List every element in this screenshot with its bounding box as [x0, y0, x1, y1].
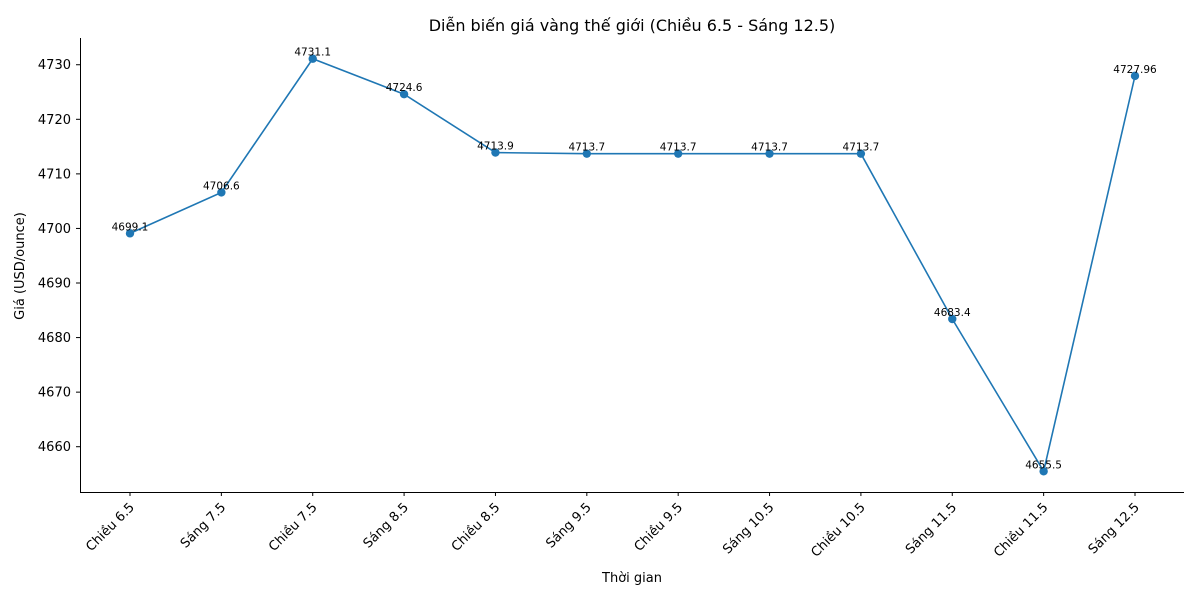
data-label: 4713.7: [568, 142, 605, 154]
y-tick-label: 4690: [38, 277, 71, 292]
data-point: [856, 149, 866, 158]
y-tick-label: 4730: [38, 58, 71, 73]
x-tick-label: Chiều 10.5: [808, 500, 868, 560]
y-tick-label: 4660: [38, 440, 71, 455]
y-tick-label: 4670: [38, 386, 71, 401]
x-tick-label: Chiều 8.5: [449, 500, 503, 554]
data-label: 4706.6: [203, 180, 240, 192]
y-tick-label: 4720: [38, 113, 71, 128]
y-tick-label: 4710: [38, 167, 71, 182]
x-tick-label: Chiều 9.5: [632, 500, 686, 554]
data-label: 4655.5: [1025, 459, 1062, 471]
x-tick-label: Sáng 12.5: [1086, 500, 1143, 557]
data-point: [948, 314, 957, 324]
y-axis-label: Giá (USD/ounce): [13, 212, 28, 320]
x-tick-label: Chiều 7.5: [266, 500, 320, 554]
data-point: [765, 149, 774, 158]
data-point: [1130, 71, 1140, 81]
data-point: [1039, 467, 1048, 476]
data-point: [582, 149, 592, 158]
x-tick-label: Sáng 7.5: [178, 500, 229, 551]
data-label: 4727.96: [1113, 64, 1157, 76]
y-ticks: 4660 4670 4680 4690 4700 4710 4720 4730: [38, 58, 80, 455]
data-points: [125, 54, 1140, 476]
chart-title: Diễn biến giá vàng thế giới (Chiều 6.5 -…: [429, 16, 836, 35]
data-label: 4713.7: [843, 142, 880, 154]
data-labels: 4699.1 4706.6 4731.1 4724.6 4713.9 4713.7 4713…: [112, 47, 1157, 472]
y-tick-label: 4680: [38, 331, 71, 346]
x-tick-label: Chiều 6.5: [83, 500, 137, 554]
x-tick-label: Sáng 10.5: [720, 500, 777, 557]
x-axis-label: Thời gian: [601, 571, 662, 586]
y-tick-label: 4700: [38, 222, 71, 237]
data-label: 4731.1: [294, 47, 331, 59]
x-tick-label: Sáng 9.5: [543, 500, 594, 551]
data-label: 4683.4: [934, 307, 971, 319]
data-point: [673, 149, 683, 158]
series-line: [129, 57, 1136, 474]
data-label: 4713.7: [751, 142, 788, 154]
x-ticks: Chiều 6.5 Sáng 7.5 Chiều 7.5 Sáng 8.5 Chiều …: [83, 492, 1143, 561]
data-point: [125, 229, 135, 238]
data-label: 4724.6: [386, 82, 423, 94]
x-tick-label: Sáng 11.5: [903, 500, 960, 557]
data-point: [217, 188, 226, 197]
data-label: 4713.9: [477, 141, 514, 153]
data-point: [308, 54, 317, 63]
x-tick-label: Sáng 8.5: [361, 500, 412, 551]
x-tick-label: Chiều 11.5: [991, 500, 1051, 560]
data-label: 4713.7: [660, 142, 697, 154]
data-label: 4699.1: [112, 221, 149, 233]
data-point: [491, 148, 500, 157]
data-point: [399, 90, 409, 99]
